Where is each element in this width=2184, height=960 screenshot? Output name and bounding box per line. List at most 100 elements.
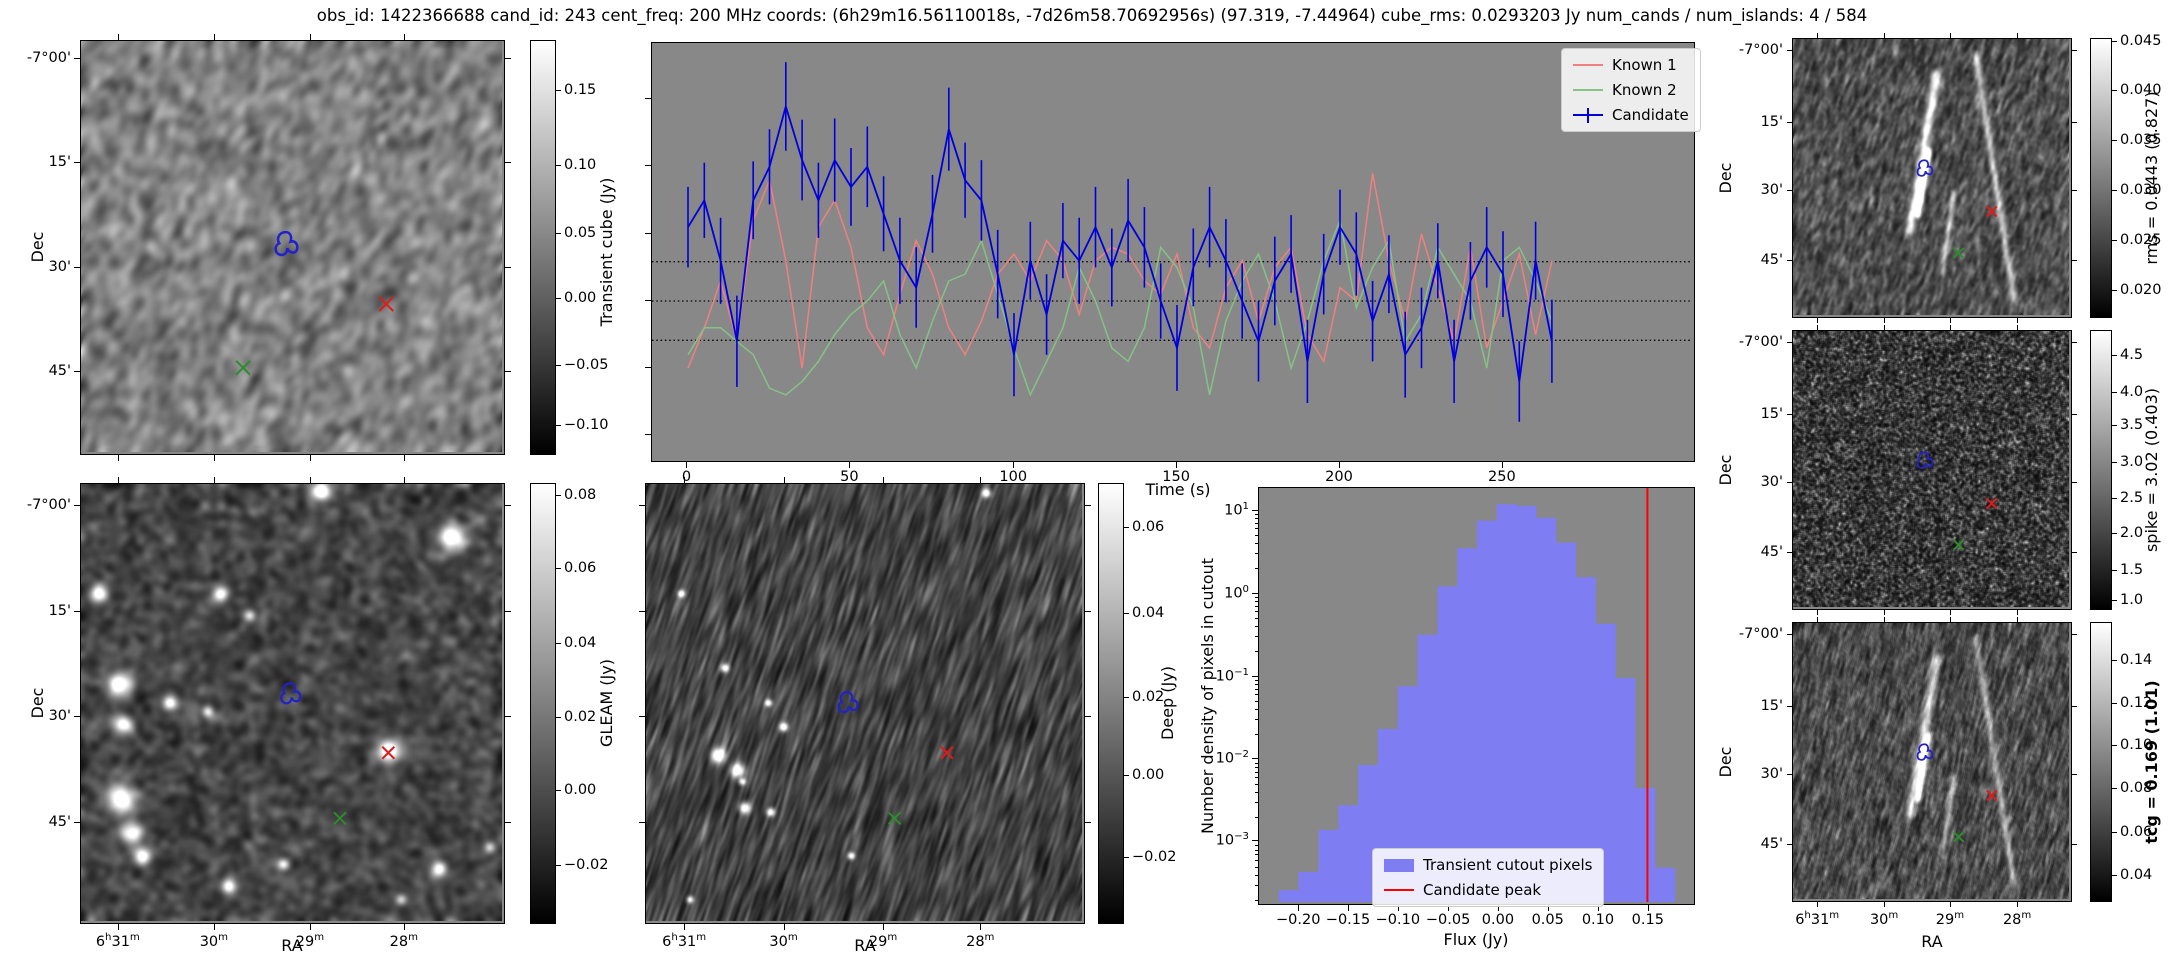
deep-cutout [645, 483, 1085, 924]
colorbar-tick-label: 0.00 [564, 289, 597, 306]
colorbar-tick-label: 0.04 [2120, 866, 2153, 883]
colorbar-tick-label: 0.02 [1132, 688, 1165, 705]
axis-tick [1817, 325, 1819, 330]
colorbar-tick-label: 0.06 [564, 559, 597, 576]
axis-tick [1252, 675, 1258, 677]
density-tick-label: 10−3 [1215, 831, 1249, 849]
axis-tick [645, 367, 651, 369]
axis-tick [1255, 854, 1258, 856]
axis-tick [1338, 462, 1340, 468]
axis-tick [556, 232, 561, 234]
density-tick-label: 100 [1224, 584, 1249, 602]
axis-tick [1255, 733, 1258, 735]
axis-tick [117, 455, 119, 461]
axis-tick [2072, 774, 2077, 776]
lightcurve-svg [652, 62, 1692, 422]
axis-tick [783, 924, 785, 930]
axis-tick [556, 364, 561, 366]
axis-tick [639, 610, 645, 612]
transient-cube-image [81, 41, 502, 452]
axis-tick [1255, 700, 1258, 702]
colorbar-tick-label: 0.08 [564, 486, 597, 503]
tcg-image [1793, 623, 2069, 899]
colorbar-tick-label: 0.00 [1132, 766, 1165, 783]
axis-tick [1255, 683, 1258, 685]
axis-tick [2112, 391, 2117, 393]
axis-tick [639, 715, 645, 717]
axis-tick [1884, 617, 1886, 622]
density-tick-label: 101 [1224, 500, 1249, 519]
time-tick-label: 200 [1325, 469, 1353, 485]
flux-tick-label: −0.05 [1425, 912, 1471, 928]
rms-cutout [1792, 38, 2072, 318]
dec-tick-label: -7°00' [1738, 625, 1783, 642]
axis-tick [213, 924, 215, 930]
axis-tick [1255, 866, 1258, 868]
axis-tick [556, 89, 561, 91]
axis-tick [1124, 696, 1129, 698]
gleam-cutout [80, 483, 505, 924]
dec-tick-label: 30' [1760, 181, 1783, 198]
axis-tick [1884, 610, 1886, 615]
axis-tick [1497, 905, 1499, 911]
colorbar-tick-label: 4.5 [2120, 346, 2144, 363]
colorbar-tick-label: 0.040 [2120, 81, 2162, 98]
ra-tick-label: 29m [868, 932, 898, 950]
axis-tick [1255, 679, 1258, 681]
axis-tick [1255, 884, 1258, 886]
axis-tick [556, 717, 561, 719]
axis-tick [1176, 462, 1178, 468]
axis-tick [2112, 533, 2117, 534]
colorbar-tick-label: 0.020 [2120, 281, 2162, 298]
ra-tick-label: 29m [1935, 910, 1965, 928]
ra-axis-label: RA [281, 936, 303, 955]
ra-tick-label: 30m [1869, 910, 1899, 928]
axis-tick [505, 715, 511, 717]
dec-axis-label: Dec [28, 687, 47, 719]
axis-tick [1255, 617, 1258, 619]
colorbar-tick-label: 2.5 [2120, 489, 2144, 506]
axis-tick [505, 267, 511, 268]
ra-axis-label: RA [854, 936, 876, 955]
axis-tick [2112, 40, 2117, 42]
axis-tick [1124, 613, 1129, 615]
axis-tick [1124, 856, 1129, 858]
axis-tick [1013, 462, 1015, 468]
dec-tick-label: 30' [1760, 473, 1783, 490]
legend-item-candidate-peak: Candidate peak [1384, 881, 1592, 899]
deep-image [646, 484, 1082, 921]
axis-tick [1255, 600, 1258, 602]
axis-tick [1547, 905, 1549, 911]
colorbar-tick-label: 0.030 [2120, 181, 2162, 198]
axis-tick [1124, 774, 1129, 776]
axis-tick [556, 568, 561, 570]
axis-tick [645, 165, 651, 167]
legend-label: Transient cutout pixels [1423, 856, 1593, 874]
known1-line-swatch [1573, 58, 1603, 73]
axis-tick [1255, 816, 1258, 818]
flux-tick-label: 0.05 [1531, 912, 1564, 928]
axis-tick [403, 455, 405, 461]
axis-tick [2072, 706, 2077, 707]
axis-tick [2072, 634, 2077, 636]
ra-tick-label: 30m [769, 932, 798, 950]
axis-tick [783, 477, 785, 483]
axis-tick [1255, 802, 1258, 804]
axis-tick [1448, 905, 1450, 911]
peak-line-swatch [1384, 883, 1414, 898]
axis-tick [1255, 777, 1258, 779]
axis-tick [2112, 290, 2117, 291]
spike-cutout [1792, 330, 2072, 610]
axis-tick [74, 162, 80, 163]
colorbar-tick-label: 1.5 [2120, 561, 2144, 578]
axis-tick [2072, 122, 2077, 123]
known1-line [687, 173, 1553, 369]
rms-colorbar [2090, 38, 2112, 318]
axis-tick [1949, 33, 1951, 38]
dec-tick-label: 15' [1760, 113, 1783, 130]
axis-tick [1817, 33, 1819, 38]
axis-tick [309, 455, 311, 461]
ra-tick-label: 6h31m [95, 932, 140, 950]
axis-tick [556, 789, 561, 791]
colorbar-tick-label: −0.02 [1132, 848, 1177, 865]
